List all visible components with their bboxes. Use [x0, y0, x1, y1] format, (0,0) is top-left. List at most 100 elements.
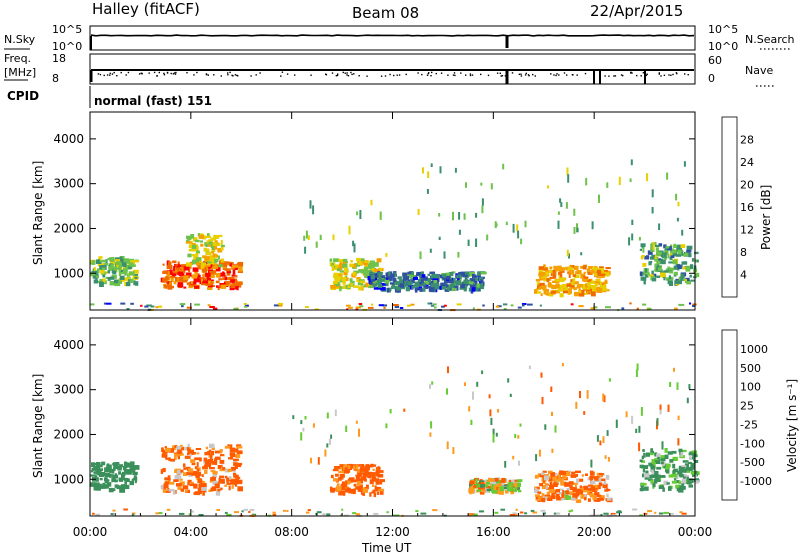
- echo-cell: [116, 486, 120, 490]
- echo-cell: [539, 483, 543, 487]
- echo-cell: [124, 272, 127, 276]
- echo-cell: [90, 303, 95, 306]
- echo-cell: [109, 470, 115, 473]
- echo-cell: [386, 287, 390, 293]
- echo-cell: [654, 255, 657, 259]
- echo-cell: [340, 514, 343, 517]
- echo-cell: [224, 511, 228, 514]
- echo-cell: [113, 468, 116, 471]
- nave-point: [250, 75, 252, 77]
- echo-cell: [647, 307, 652, 310]
- echo-cell: [432, 278, 439, 282]
- echo-cell: [420, 277, 423, 282]
- echo-cell: [433, 303, 437, 306]
- echo-cell: [669, 256, 673, 261]
- nave-point: [186, 72, 188, 74]
- echo-cell: [196, 250, 200, 254]
- echo-cell: [220, 487, 223, 491]
- echo-cell: [663, 511, 670, 514]
- echo-cell: [180, 488, 185, 492]
- echo-cell: [376, 258, 382, 263]
- echo-cell: [570, 303, 574, 306]
- echo-cell: [317, 457, 320, 465]
- echo-cell: [205, 248, 210, 251]
- echo-cell: [605, 289, 610, 292]
- echo-cell: [450, 288, 455, 292]
- echo-cell: [538, 449, 541, 457]
- echo-cell: [545, 485, 548, 490]
- echo-cell: [356, 481, 361, 486]
- echo-cell: [102, 472, 106, 476]
- colorbar-tick-label: 8: [740, 246, 747, 259]
- echo-cell: [188, 248, 195, 252]
- echo-cell: [362, 488, 369, 493]
- echo-cell: [439, 274, 444, 279]
- echo-cell: [339, 286, 342, 292]
- echo-cell: [131, 512, 136, 515]
- echo-cell: [341, 277, 348, 282]
- nave-point: [642, 72, 645, 74]
- echo-cell: [338, 477, 342, 481]
- echo-cell: [172, 270, 175, 275]
- echo-cell: [565, 490, 569, 495]
- echo-cell: [573, 227, 576, 234]
- echo-cell: [688, 452, 695, 456]
- echo-cell: [421, 274, 426, 278]
- echo-cell: [550, 495, 554, 500]
- nave-point: [426, 74, 429, 76]
- echo-cell: [691, 466, 695, 470]
- echo-cell: [212, 480, 217, 485]
- echo-cell: [639, 459, 643, 462]
- echo-cell: [219, 449, 223, 454]
- echo-cell: [170, 458, 176, 462]
- echo-cell: [193, 277, 200, 283]
- echo-cell: [358, 279, 365, 282]
- echo-cell: [427, 273, 431, 277]
- echo-cell: [385, 253, 388, 257]
- echo-cell: [134, 276, 138, 279]
- nave-point: [534, 75, 536, 77]
- echo-cell: [211, 461, 217, 465]
- echo-cell: [604, 486, 608, 490]
- echo-cell: [668, 474, 674, 478]
- echo-cell: [689, 274, 692, 278]
- echo-cell: [177, 261, 180, 265]
- echo-cell: [621, 307, 625, 310]
- echo-cell: [194, 285, 200, 289]
- echo-cell: [557, 211, 560, 215]
- echo-cell: [575, 499, 582, 503]
- echo-cell: [494, 484, 501, 487]
- echo-cell: [550, 290, 557, 294]
- echo-cell: [602, 483, 608, 489]
- echo-cell: [573, 274, 580, 279]
- echo-cell: [480, 484, 485, 488]
- echo-cell: [379, 479, 385, 483]
- echo-cell: [459, 286, 466, 290]
- echo-cell: [126, 259, 132, 264]
- echo-cell: [628, 237, 631, 246]
- echo-cell: [118, 267, 121, 272]
- echo-cell: [512, 512, 517, 515]
- echo-cell: [307, 509, 311, 512]
- echo-cell: [478, 510, 485, 513]
- echo-cell: [569, 264, 572, 270]
- nave-point: [452, 74, 455, 76]
- echo-cell: [164, 286, 168, 289]
- echo-cell: [125, 282, 131, 287]
- echo-cell: [244, 305, 248, 308]
- echo-cell: [690, 462, 695, 468]
- echo-cell: [576, 493, 580, 497]
- echo-cell: [602, 288, 608, 291]
- echo-cell: [211, 279, 214, 282]
- echo-cell: [364, 465, 370, 471]
- echo-cell: [590, 307, 596, 310]
- echo-cell: [378, 277, 382, 280]
- echo-cell: [163, 483, 169, 489]
- echo-cell: [596, 269, 601, 275]
- echo-cell: [167, 286, 173, 290]
- echo-cell: [339, 473, 345, 478]
- echo-cell: [501, 477, 506, 483]
- echo-cell: [651, 469, 654, 474]
- echo-cell: [106, 465, 112, 469]
- echo-cell: [344, 484, 348, 488]
